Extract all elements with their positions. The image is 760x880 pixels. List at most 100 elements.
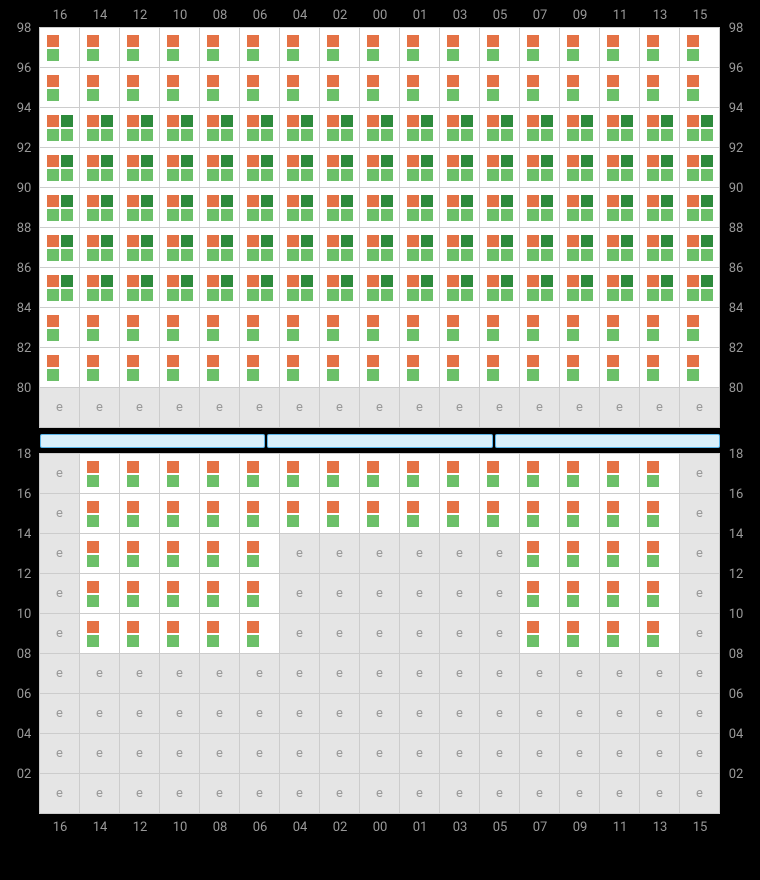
cell-unit[interactable] [679, 67, 720, 108]
cell-unit[interactable] [39, 267, 80, 308]
cell-unit[interactable] [599, 27, 640, 68]
cell-unit[interactable] [79, 147, 120, 188]
cell-unit[interactable] [159, 147, 200, 188]
cell-unit[interactable] [119, 613, 160, 654]
cell-unit[interactable] [519, 107, 560, 148]
cell-unit[interactable] [239, 613, 280, 654]
cell-unit[interactable] [439, 227, 480, 268]
cell-unit[interactable] [39, 27, 80, 68]
cell-unit[interactable] [359, 307, 400, 348]
cell-unit[interactable] [639, 453, 680, 494]
cell-unit[interactable] [479, 307, 520, 348]
cell-unit[interactable] [279, 267, 320, 308]
cell-unit[interactable] [119, 147, 160, 188]
cell-unit[interactable] [239, 347, 280, 388]
cell-unit[interactable] [119, 227, 160, 268]
cell-unit[interactable] [599, 307, 640, 348]
cell-unit[interactable] [39, 307, 80, 348]
cell-unit[interactable] [119, 27, 160, 68]
cell-unit[interactable] [159, 307, 200, 348]
cell-unit[interactable] [79, 27, 120, 68]
cell-unit[interactable] [199, 307, 240, 348]
cell-unit[interactable] [479, 453, 520, 494]
cell-unit[interactable] [479, 227, 520, 268]
cell-unit[interactable] [119, 453, 160, 494]
cell-unit[interactable] [359, 187, 400, 228]
cell-unit[interactable] [639, 267, 680, 308]
cell-unit[interactable] [639, 147, 680, 188]
cell-unit[interactable] [319, 67, 360, 108]
cell-unit[interactable] [159, 27, 200, 68]
cell-unit[interactable] [639, 227, 680, 268]
cell-unit[interactable] [399, 453, 440, 494]
cell-unit[interactable] [639, 533, 680, 574]
cell-unit[interactable] [159, 227, 200, 268]
cell-unit[interactable] [359, 453, 400, 494]
cell-unit[interactable] [79, 453, 120, 494]
cell-unit[interactable] [39, 227, 80, 268]
cell-unit[interactable] [559, 147, 600, 188]
cell-unit[interactable] [319, 187, 360, 228]
cell-unit[interactable] [559, 533, 600, 574]
cell-unit[interactable] [679, 187, 720, 228]
cell-unit[interactable] [359, 27, 400, 68]
cell-unit[interactable] [279, 67, 320, 108]
cell-unit[interactable] [639, 493, 680, 534]
cell-unit[interactable] [439, 147, 480, 188]
cell-unit[interactable] [559, 107, 600, 148]
cell-unit[interactable] [279, 347, 320, 388]
cell-unit[interactable] [639, 613, 680, 654]
cell-unit[interactable] [159, 107, 200, 148]
cell-unit[interactable] [119, 533, 160, 574]
cell-unit[interactable] [479, 67, 520, 108]
cell-unit[interactable] [79, 533, 120, 574]
cell-unit[interactable] [519, 613, 560, 654]
cell-unit[interactable] [519, 347, 560, 388]
cell-unit[interactable] [639, 27, 680, 68]
cell-unit[interactable] [559, 613, 600, 654]
cell-unit[interactable] [239, 27, 280, 68]
cell-unit[interactable] [279, 493, 320, 534]
cell-unit[interactable] [679, 107, 720, 148]
cell-unit[interactable] [239, 147, 280, 188]
cell-unit[interactable] [239, 453, 280, 494]
cell-unit[interactable] [159, 453, 200, 494]
cell-unit[interactable] [319, 27, 360, 68]
cell-unit[interactable] [559, 493, 600, 534]
cell-unit[interactable] [279, 27, 320, 68]
cell-unit[interactable] [679, 307, 720, 348]
cell-unit[interactable] [239, 107, 280, 148]
cell-unit[interactable] [359, 347, 400, 388]
cell-unit[interactable] [399, 147, 440, 188]
cell-unit[interactable] [199, 533, 240, 574]
cell-unit[interactable] [119, 493, 160, 534]
cell-unit[interactable] [159, 267, 200, 308]
cell-unit[interactable] [559, 67, 600, 108]
cell-unit[interactable] [39, 107, 80, 148]
cell-unit[interactable] [319, 107, 360, 148]
cell-unit[interactable] [159, 613, 200, 654]
cell-unit[interactable] [599, 267, 640, 308]
cell-unit[interactable] [519, 267, 560, 308]
cell-unit[interactable] [479, 267, 520, 308]
cell-unit[interactable] [639, 107, 680, 148]
cell-unit[interactable] [119, 573, 160, 614]
cell-unit[interactable] [39, 347, 80, 388]
cell-unit[interactable] [279, 453, 320, 494]
cell-unit[interactable] [359, 493, 400, 534]
cell-unit[interactable] [559, 307, 600, 348]
cell-unit[interactable] [679, 347, 720, 388]
cell-unit[interactable] [439, 67, 480, 108]
cell-unit[interactable] [279, 187, 320, 228]
cell-unit[interactable] [119, 67, 160, 108]
cell-unit[interactable] [199, 107, 240, 148]
cell-unit[interactable] [519, 493, 560, 534]
cell-unit[interactable] [79, 307, 120, 348]
cell-unit[interactable] [159, 573, 200, 614]
cell-unit[interactable] [559, 187, 600, 228]
cell-unit[interactable] [599, 227, 640, 268]
cell-unit[interactable] [599, 67, 640, 108]
cell-unit[interactable] [199, 227, 240, 268]
cell-unit[interactable] [79, 107, 120, 148]
cell-unit[interactable] [559, 347, 600, 388]
